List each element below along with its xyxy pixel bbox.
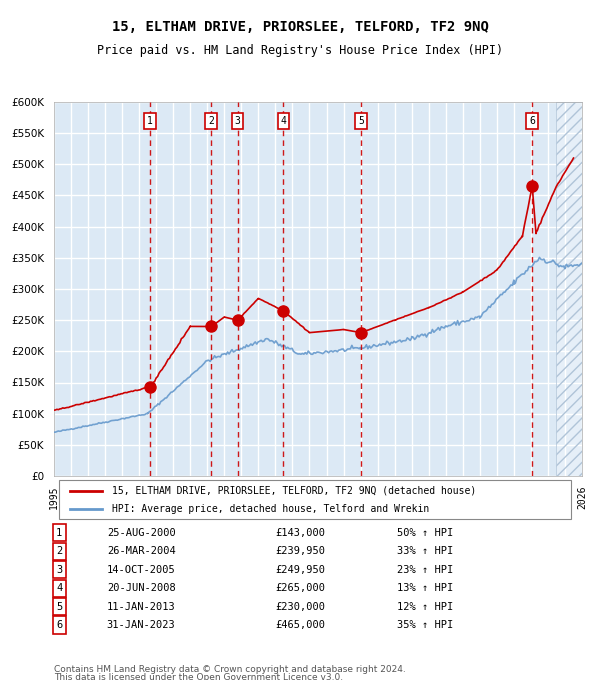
Text: Contains HM Land Registry data © Crown copyright and database right 2024.: Contains HM Land Registry data © Crown c…: [54, 665, 406, 674]
Text: 5: 5: [358, 116, 364, 126]
Text: 5: 5: [56, 602, 62, 611]
Text: £265,000: £265,000: [276, 583, 326, 593]
Text: £465,000: £465,000: [276, 620, 326, 630]
Text: 15, ELTHAM DRIVE, PRIORSLEE, TELFORD, TF2 9NQ (detached house): 15, ELTHAM DRIVE, PRIORSLEE, TELFORD, TF…: [112, 486, 476, 496]
Text: 26-MAR-2004: 26-MAR-2004: [107, 546, 176, 556]
Text: 1: 1: [147, 116, 153, 126]
Text: 2: 2: [208, 116, 214, 126]
Text: 13% ↑ HPI: 13% ↑ HPI: [397, 583, 454, 593]
Text: 33% ↑ HPI: 33% ↑ HPI: [397, 546, 454, 556]
Text: 23% ↑ HPI: 23% ↑ HPI: [397, 565, 454, 575]
Text: 31-JAN-2023: 31-JAN-2023: [107, 620, 176, 630]
FancyBboxPatch shape: [59, 480, 571, 520]
Text: 12% ↑ HPI: 12% ↑ HPI: [397, 602, 454, 611]
Text: 4: 4: [280, 116, 286, 126]
Text: 11-JAN-2013: 11-JAN-2013: [107, 602, 176, 611]
Text: 6: 6: [56, 620, 62, 630]
Text: 50% ↑ HPI: 50% ↑ HPI: [397, 528, 454, 538]
Text: 20-JUN-2008: 20-JUN-2008: [107, 583, 176, 593]
Text: This data is licensed under the Open Government Licence v3.0.: This data is licensed under the Open Gov…: [54, 673, 343, 680]
Text: 4: 4: [56, 583, 62, 593]
Text: 3: 3: [56, 565, 62, 575]
Text: 1: 1: [56, 528, 62, 538]
Text: Price paid vs. HM Land Registry's House Price Index (HPI): Price paid vs. HM Land Registry's House …: [97, 44, 503, 57]
Text: 6: 6: [529, 116, 535, 126]
Text: 3: 3: [235, 116, 241, 126]
Text: 15, ELTHAM DRIVE, PRIORSLEE, TELFORD, TF2 9NQ: 15, ELTHAM DRIVE, PRIORSLEE, TELFORD, TF…: [112, 20, 488, 35]
Text: £143,000: £143,000: [276, 528, 326, 538]
Text: 2: 2: [56, 546, 62, 556]
Text: £230,000: £230,000: [276, 602, 326, 611]
Text: £239,950: £239,950: [276, 546, 326, 556]
Text: 14-OCT-2005: 14-OCT-2005: [107, 565, 176, 575]
Text: 25-AUG-2000: 25-AUG-2000: [107, 528, 176, 538]
Text: £249,950: £249,950: [276, 565, 326, 575]
Text: HPI: Average price, detached house, Telford and Wrekin: HPI: Average price, detached house, Telf…: [112, 504, 430, 514]
Text: 35% ↑ HPI: 35% ↑ HPI: [397, 620, 454, 630]
